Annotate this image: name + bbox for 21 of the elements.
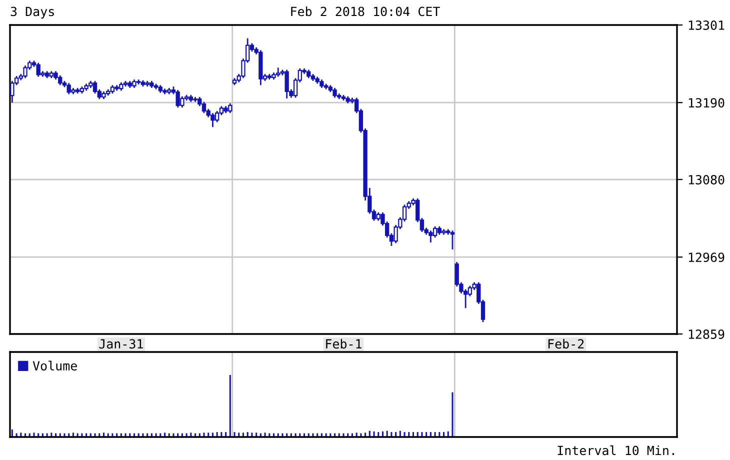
y-tick-label: 12969 bbox=[688, 252, 724, 262]
y-tick-label: 13301 bbox=[688, 20, 724, 30]
chart-subtitle: Feb 2 2018 10:04 CET bbox=[291, 6, 440, 16]
y-tick-label: 13190 bbox=[688, 98, 724, 108]
candlestick bbox=[180, 96, 184, 108]
y-tick-label: 12859 bbox=[688, 330, 724, 339]
candlestick bbox=[432, 226, 438, 238]
x-tick-label: Jan-31 bbox=[99, 339, 143, 349]
candlestick bbox=[10, 80, 14, 104]
candlestick bbox=[23, 64, 28, 79]
x-tick-label: Feb-1 bbox=[326, 338, 362, 349]
candlestick bbox=[210, 112, 215, 128]
text: Interval 10 Min. bbox=[558, 445, 674, 456]
legend-label: Volume bbox=[32, 360, 77, 370]
candlestick bbox=[202, 101, 206, 114]
x-tick-label: Feb-2 bbox=[548, 338, 584, 349]
y-tick-label: 13080 bbox=[688, 175, 724, 184]
candlestick bbox=[214, 110, 220, 123]
chart-title: 3 Days bbox=[10, 6, 54, 19]
candlestick bbox=[450, 230, 455, 250]
candlestick bbox=[332, 87, 337, 98]
